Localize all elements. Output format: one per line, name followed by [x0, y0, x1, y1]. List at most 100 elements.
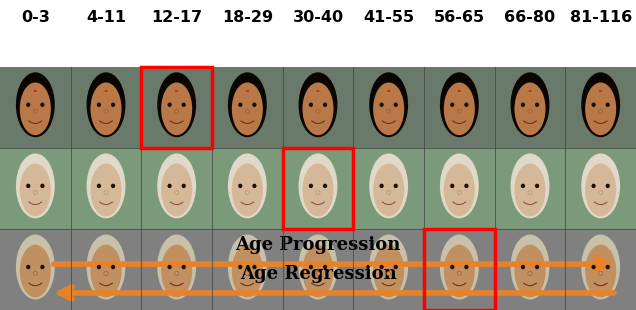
Ellipse shape [245, 109, 249, 113]
Ellipse shape [323, 265, 327, 269]
Bar [354, 67, 424, 148]
Ellipse shape [157, 235, 196, 299]
Bar [424, 229, 495, 310]
Ellipse shape [157, 72, 196, 137]
Bar [424, 229, 495, 310]
Ellipse shape [40, 184, 45, 188]
Ellipse shape [167, 103, 172, 107]
Ellipse shape [598, 272, 603, 276]
Text: 41-55: 41-55 [363, 10, 414, 24]
Ellipse shape [373, 82, 404, 135]
Ellipse shape [316, 190, 320, 194]
Ellipse shape [298, 153, 338, 218]
Ellipse shape [238, 103, 242, 107]
Ellipse shape [33, 109, 38, 113]
Ellipse shape [450, 184, 454, 188]
Ellipse shape [252, 103, 256, 107]
Circle shape [175, 90, 179, 92]
Ellipse shape [111, 103, 115, 107]
Ellipse shape [174, 109, 179, 113]
Ellipse shape [298, 235, 338, 299]
Ellipse shape [309, 265, 313, 269]
Ellipse shape [450, 265, 454, 269]
Ellipse shape [252, 184, 256, 188]
Ellipse shape [521, 184, 525, 188]
Ellipse shape [90, 82, 121, 135]
Ellipse shape [33, 272, 38, 276]
Text: 12-17: 12-17 [151, 10, 202, 24]
Ellipse shape [161, 164, 192, 216]
Ellipse shape [161, 82, 192, 135]
Ellipse shape [585, 82, 616, 135]
Ellipse shape [111, 184, 115, 188]
Ellipse shape [605, 184, 610, 188]
Bar [0, 229, 71, 310]
Bar [141, 148, 212, 229]
Ellipse shape [167, 184, 172, 188]
Ellipse shape [387, 190, 391, 194]
Ellipse shape [440, 72, 479, 137]
Ellipse shape [440, 153, 479, 218]
Ellipse shape [387, 272, 391, 276]
Ellipse shape [528, 190, 532, 194]
Circle shape [34, 90, 37, 92]
Bar [0, 148, 71, 229]
Ellipse shape [86, 153, 125, 218]
Ellipse shape [97, 184, 101, 188]
Ellipse shape [228, 153, 266, 218]
Bar [212, 67, 282, 148]
Ellipse shape [581, 72, 620, 137]
Ellipse shape [511, 72, 550, 137]
Circle shape [316, 90, 320, 92]
Ellipse shape [380, 103, 384, 107]
Ellipse shape [97, 103, 101, 107]
Ellipse shape [309, 103, 313, 107]
Bar [282, 148, 354, 229]
Bar [212, 229, 282, 310]
Ellipse shape [528, 272, 532, 276]
Ellipse shape [387, 109, 391, 113]
Ellipse shape [316, 272, 320, 276]
Ellipse shape [182, 103, 186, 107]
Ellipse shape [303, 245, 333, 297]
Ellipse shape [585, 245, 616, 297]
Ellipse shape [298, 72, 338, 137]
Ellipse shape [90, 164, 121, 216]
Ellipse shape [450, 103, 454, 107]
Ellipse shape [591, 103, 596, 107]
Text: Age Regression: Age Regression [240, 265, 396, 283]
Ellipse shape [370, 72, 408, 137]
Ellipse shape [182, 265, 186, 269]
Circle shape [245, 90, 249, 92]
Ellipse shape [528, 109, 532, 113]
Bar [565, 67, 636, 148]
Ellipse shape [228, 235, 266, 299]
Ellipse shape [581, 153, 620, 218]
Ellipse shape [380, 265, 384, 269]
Text: 81-116: 81-116 [570, 10, 632, 24]
Ellipse shape [380, 184, 384, 188]
Ellipse shape [581, 235, 620, 299]
Ellipse shape [521, 103, 525, 107]
Ellipse shape [174, 190, 179, 194]
Bar [141, 67, 212, 148]
Ellipse shape [394, 184, 398, 188]
Ellipse shape [16, 153, 55, 218]
Ellipse shape [440, 235, 479, 299]
Ellipse shape [515, 245, 546, 297]
Ellipse shape [20, 245, 51, 297]
Bar [71, 229, 141, 310]
Ellipse shape [323, 103, 327, 107]
Circle shape [599, 90, 602, 92]
Ellipse shape [33, 190, 38, 194]
Ellipse shape [394, 103, 398, 107]
Ellipse shape [598, 109, 603, 113]
Bar [565, 148, 636, 229]
Ellipse shape [444, 164, 475, 216]
Ellipse shape [511, 235, 550, 299]
Ellipse shape [373, 245, 404, 297]
Circle shape [529, 90, 532, 92]
Ellipse shape [111, 265, 115, 269]
Ellipse shape [97, 265, 101, 269]
Ellipse shape [605, 103, 610, 107]
